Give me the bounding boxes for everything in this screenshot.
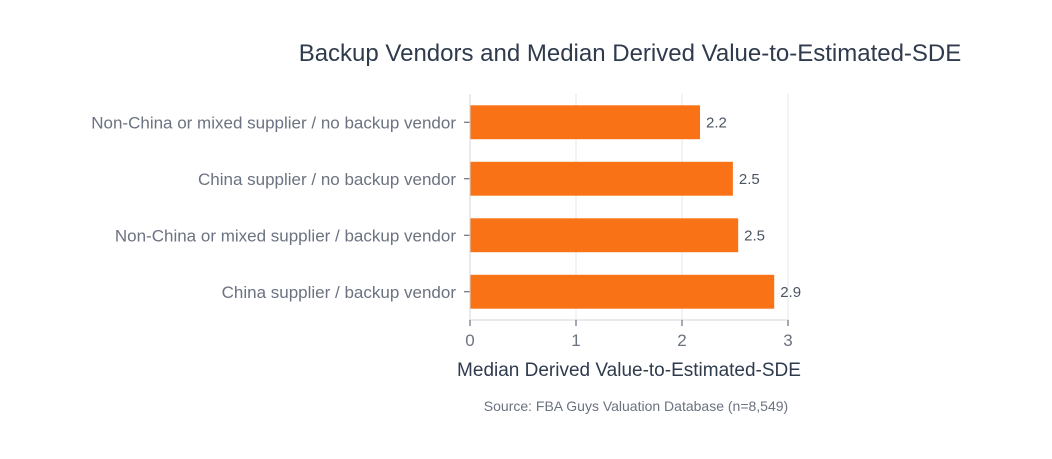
category-label: Non-China or mixed supplier / backup ven… <box>115 226 456 245</box>
bar <box>470 274 775 309</box>
x-tick-label: 3 <box>783 331 792 350</box>
data-label: 2.9 <box>780 284 801 301</box>
chart-title: Backup Vendors and Median Derived Value-… <box>298 40 962 67</box>
bar <box>470 161 733 196</box>
x-tick-label: 2 <box>677 331 686 350</box>
category-label: China supplier / no backup vendor <box>198 170 456 189</box>
source-note: Source: FBA Guys Valuation Database (n=8… <box>483 398 789 414</box>
category-label: China supplier / backup vendor <box>222 283 457 302</box>
bar <box>470 218 739 253</box>
bar <box>470 105 701 140</box>
x-tick-label: 0 <box>465 331 474 350</box>
data-label: 2.5 <box>739 171 760 188</box>
x-tick-label: 1 <box>571 331 580 350</box>
category-label: Non-China or mixed supplier / no backup … <box>91 113 456 132</box>
data-label: 2.5 <box>744 227 765 244</box>
x-axis-label: Median Derived Value-to-Estimated-SDE <box>457 360 801 381</box>
data-label: 2.2 <box>706 114 727 131</box>
